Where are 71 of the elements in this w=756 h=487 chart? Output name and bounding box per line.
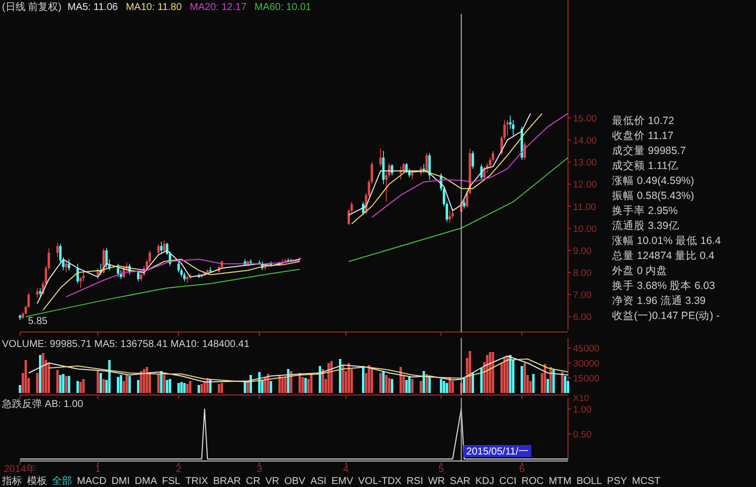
- y-tick-label: 7.00: [573, 290, 592, 302]
- text: CR: [246, 476, 260, 487]
- text: SAR: [450, 476, 470, 487]
- y-tick-label: 13.00: [573, 158, 597, 169]
- text: MA20: 12.17: [190, 2, 247, 13]
- annotation: 5.85: [28, 316, 48, 328]
- text: EMV: [331, 476, 354, 487]
- y-tick-label: 11.00: [573, 202, 596, 213]
- text: 收益(一)0.147 PE(动) -: [612, 310, 720, 322]
- text: MA10: 11.80: [126, 2, 182, 13]
- text: 收盘价 11.17: [612, 130, 674, 142]
- text: FSL: [162, 476, 181, 487]
- x-tick-label: 2: [176, 464, 182, 475]
- y-axis-title: X10: [573, 393, 590, 403]
- x-tick-label: 4: [343, 464, 350, 475]
- text: VR: [265, 476, 280, 487]
- text: RSI: [406, 476, 424, 487]
- text: OBV: [284, 476, 306, 487]
- x-tick-label: 2014年: [4, 463, 36, 475]
- chart-title: (日线 前复权): [2, 1, 62, 13]
- x-tick-label: 5: [438, 464, 444, 475]
- y-tick-label: 6.00: [573, 312, 592, 324]
- text: 振幅 0.58(5.43%): [612, 190, 694, 202]
- text: BOLL: [576, 476, 602, 487]
- y-tick-label: 45000: [573, 344, 600, 354]
- text: TRIX: [185, 476, 208, 487]
- text: 流通股 3.39亿: [612, 219, 680, 232]
- text: VOL-TDX: [358, 476, 402, 487]
- y-tick-label: 15000: [573, 374, 600, 384]
- y-tick-label: 0.50: [573, 430, 592, 440]
- text: ASI: [310, 476, 326, 487]
- text: 换手 3.68% 股本 6.03: [612, 279, 716, 292]
- y-tick-label: 10.00: [573, 224, 597, 235]
- text: 成交量 99985.7: [612, 144, 686, 157]
- text: 最低价 10.72: [612, 115, 674, 127]
- x-tick-label: 3: [256, 464, 263, 475]
- text: ROC: [521, 476, 544, 487]
- y-tick-label: 9.00: [573, 246, 592, 257]
- chart-title: VOLUME: 99985.71 MA5: 136758.41 MA10: 148400.41: [2, 339, 250, 350]
- text: MTM: [548, 476, 572, 487]
- text: MACD: [77, 476, 106, 487]
- text: WR: [428, 476, 445, 487]
- y-tick-label: 30000: [573, 358, 600, 370]
- y-tick-label: 15.00: [573, 113, 597, 124]
- text: 外盘 0 内盘: [612, 264, 668, 277]
- text: 总量 124874 量比 0.4: [611, 249, 715, 262]
- text: BRAR: [213, 476, 241, 487]
- text: MA5: 11.06: [67, 2, 118, 13]
- text: MA60: 10.01: [254, 2, 312, 13]
- text: PSY: [607, 476, 628, 487]
- text: 涨幅 10.01% 最低 16.4: [612, 235, 721, 247]
- text: KDJ: [475, 476, 494, 487]
- y-tick-label: 14.00: [573, 135, 597, 146]
- text: 换手率 2.95%: [612, 204, 678, 217]
- text: 全部: [52, 475, 72, 487]
- text: DMA: [134, 476, 158, 487]
- y-tick-label: 12.00: [573, 180, 597, 191]
- text: MCST: [632, 476, 660, 487]
- text: 模板: [27, 475, 47, 487]
- text: 净资 1.96 流通 3.39: [612, 294, 706, 307]
- y-tick-label: 8.00: [573, 268, 592, 280]
- y-tick-label: 1.00: [573, 404, 592, 416]
- x-tick-label: 1: [95, 464, 102, 475]
- ref-line-label: 2015/05/11/一: [466, 446, 528, 458]
- text: 指标: [1, 475, 22, 487]
- x-tick-label: 6: [519, 464, 526, 475]
- text: 成交额 1.11亿: [612, 159, 679, 172]
- chart-title: 急跌反弹 AB: 1.00: [1, 398, 84, 410]
- text: DMI: [111, 476, 130, 487]
- text: CCI: [499, 476, 516, 487]
- text: 涨幅 0.49(4.59%): [612, 175, 694, 187]
